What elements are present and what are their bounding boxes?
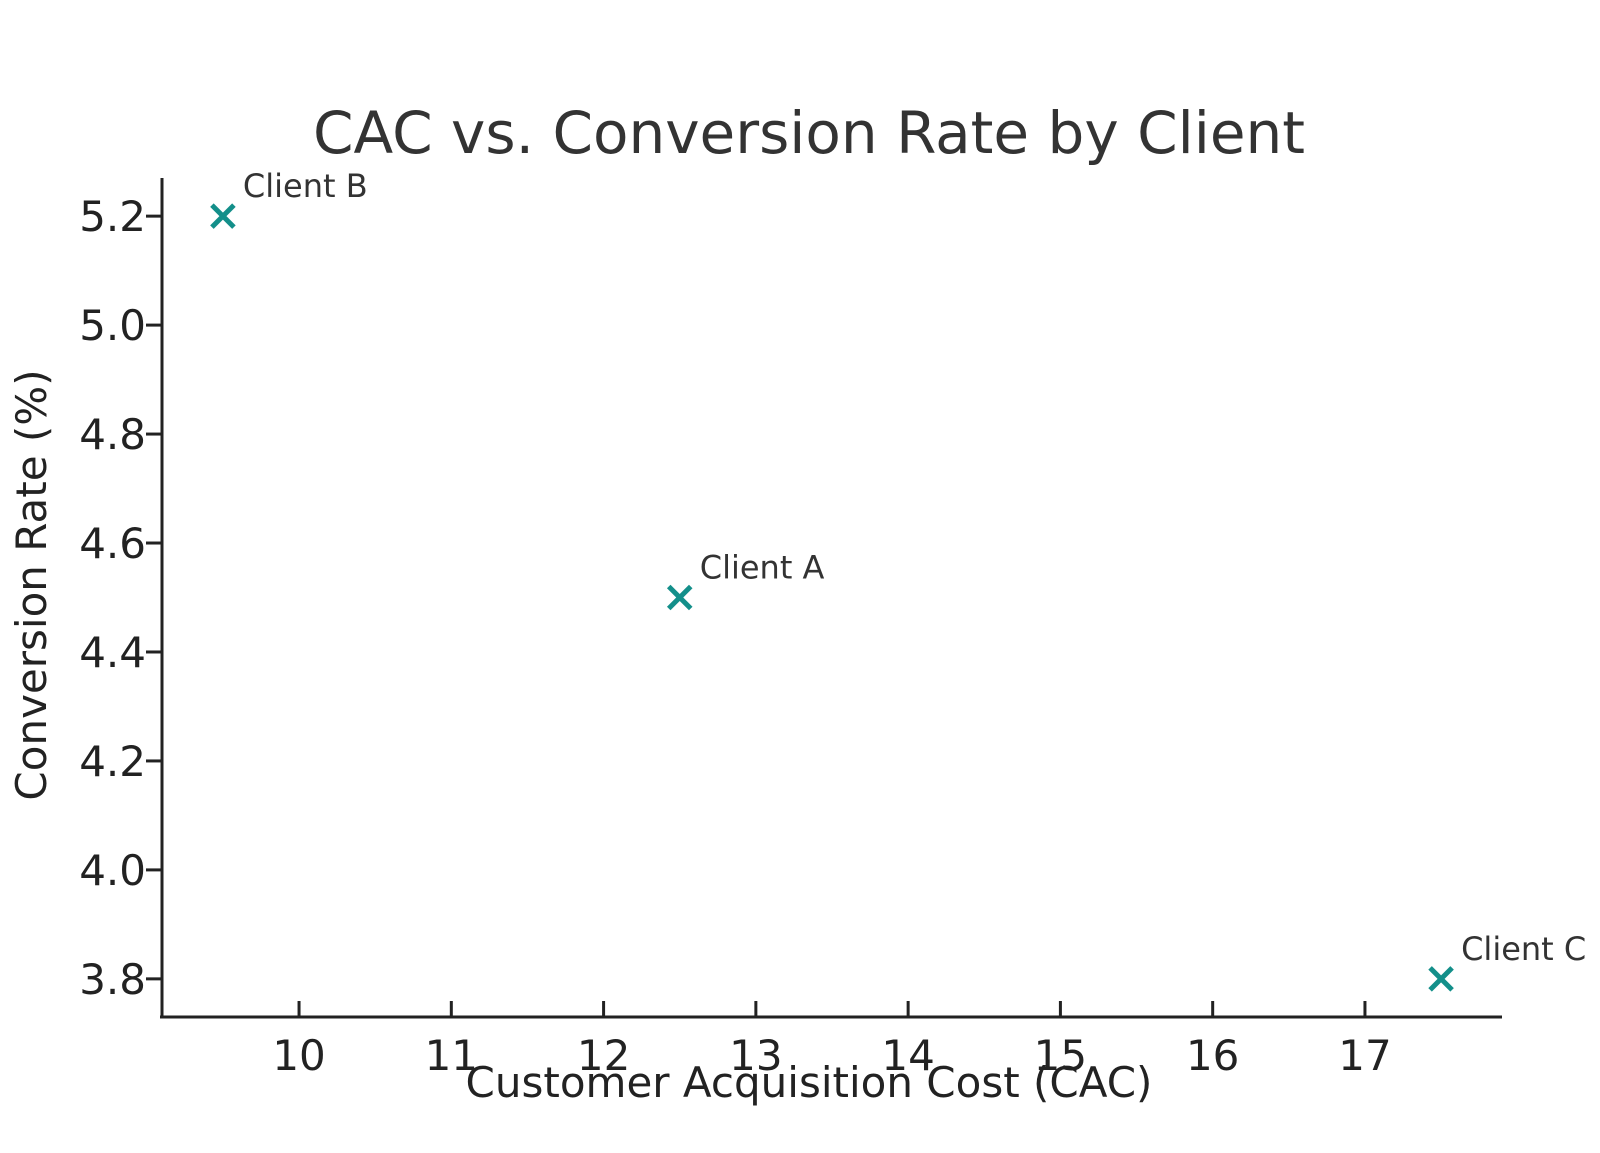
x-tick-label: 15	[1034, 1031, 1087, 1080]
x-tick-label: 10	[272, 1031, 325, 1080]
marker-x-stroke	[1428, 966, 1454, 992]
chart-title: CAC vs. Conversion Rate by Client	[313, 99, 1305, 167]
x-tick-label: 13	[729, 1031, 782, 1080]
y-axis-label: Conversion Rate (%)	[7, 369, 56, 800]
y-tick-label: 4.4	[79, 628, 146, 677]
x-axis-label: Customer Acquisition Cost (CAC)	[466, 1058, 1153, 1107]
y-tick-label: 3.8	[79, 955, 146, 1004]
x-tick-label: 16	[1186, 1031, 1239, 1080]
point-label: Client C	[1461, 930, 1586, 968]
point-label: Client B	[243, 167, 368, 205]
y-axis-ticks: 3.8 4.0 4.2 4.4 4.6 4.8 5.0 5.2	[79, 192, 162, 1004]
point-label: Client A	[700, 549, 825, 587]
y-tick-label: 5.2	[79, 192, 146, 241]
scatter-point	[666, 584, 693, 611]
y-tick-label: 4.0	[79, 846, 146, 895]
scatter-point	[210, 203, 236, 229]
scatter-point	[1428, 966, 1454, 992]
x-tick-label: 14	[881, 1031, 934, 1080]
y-tick-label: 4.8	[79, 410, 146, 459]
marker-x-stroke	[666, 584, 693, 611]
x-tick-label: 12	[577, 1031, 630, 1080]
x-axis-ticks: 10 11 12 13 14 15 16 17	[272, 1001, 1392, 1080]
y-tick-label: 4.6	[79, 519, 146, 568]
y-tick-label: 4.2	[79, 737, 146, 786]
marker-x-stroke	[210, 203, 236, 229]
x-tick-label: 11	[425, 1031, 478, 1080]
x-tick-label: 17	[1338, 1031, 1391, 1080]
data-points: Client A Client B Client C	[210, 167, 1586, 992]
y-tick-label: 5.0	[79, 301, 146, 350]
